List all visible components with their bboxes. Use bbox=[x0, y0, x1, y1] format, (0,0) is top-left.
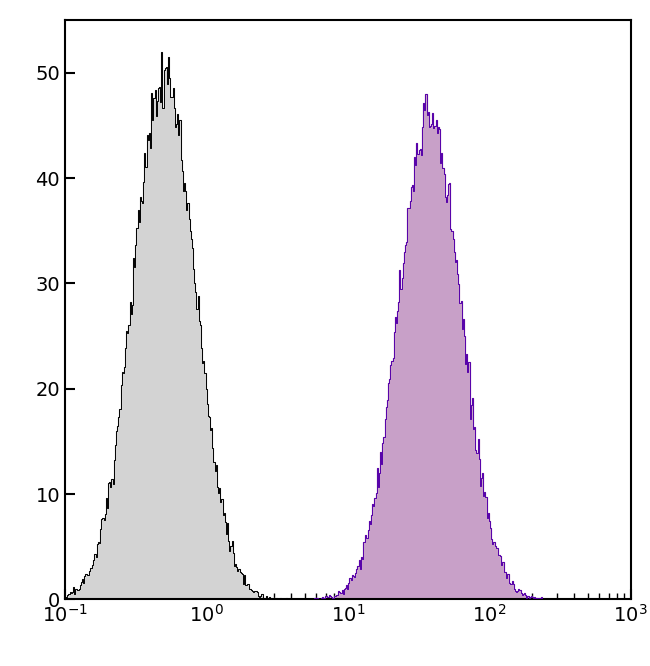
Polygon shape bbox=[65, 94, 630, 599]
Polygon shape bbox=[65, 51, 630, 599]
